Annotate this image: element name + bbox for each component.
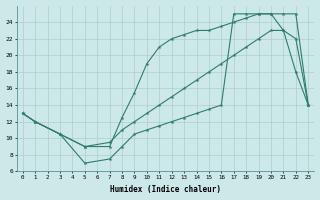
X-axis label: Humidex (Indice chaleur): Humidex (Indice chaleur) [110, 185, 221, 194]
